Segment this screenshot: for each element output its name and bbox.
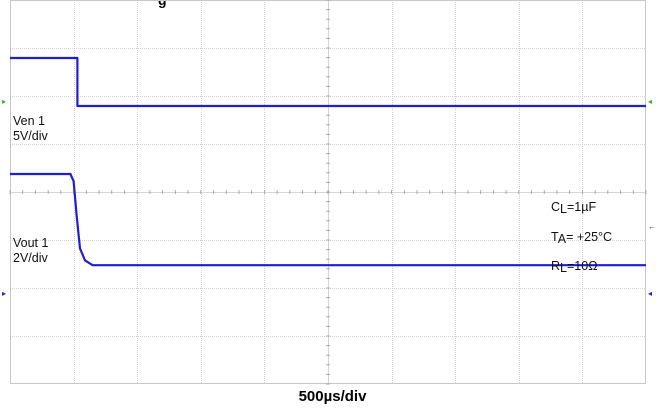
traces (10, 56, 646, 267)
series-line-ven1 (10, 56, 646, 108)
series-label-ven1: Ven 1 (13, 114, 45, 128)
condition-ta: TA= +25°C (551, 230, 613, 246)
scale-label-vout1: 2V/div (13, 251, 48, 265)
condition-cl: CL=1µF (551, 200, 597, 216)
channel-marker-right: ◂ (648, 97, 652, 106)
condition-rl-main: R (551, 259, 561, 273)
trigger-marker-right: ← (648, 222, 656, 231)
x-axis-scale-label: 500µs/div (298, 388, 367, 405)
condition-rl-sub: L (560, 261, 567, 275)
condition-cl-value: =1µF (566, 200, 597, 214)
grid (9, 0, 647, 385)
scale-label-ven1: 5V/div (13, 129, 48, 143)
condition-rl: RL=10Ω (551, 259, 598, 275)
condition-cl-main: C (551, 200, 561, 214)
plot-frame (10, 0, 646, 384)
chart-title-fragment: g (158, 0, 167, 8)
series-label-vout1: Vout 1 (13, 236, 49, 250)
condition-cl-sub: L (560, 202, 567, 216)
series-line-vout1 (10, 172, 646, 267)
condition-ta-sub: A (557, 232, 567, 246)
channel-marker-vout-left: ▸ (2, 289, 6, 298)
channel-marker-vout-right: ◂ (648, 289, 652, 298)
oscilloscope-plot: ▸ ◂ ← ◂ ▸ (2, 0, 656, 385)
condition-ta-value: = +25°C (566, 230, 613, 244)
channel-markers: ▸ ◂ ← ◂ ▸ (2, 97, 656, 298)
condition-rl-value: =10Ω (566, 259, 598, 273)
condition-ta-main: T (551, 230, 558, 244)
channel-marker-left: ▸ (2, 97, 6, 106)
